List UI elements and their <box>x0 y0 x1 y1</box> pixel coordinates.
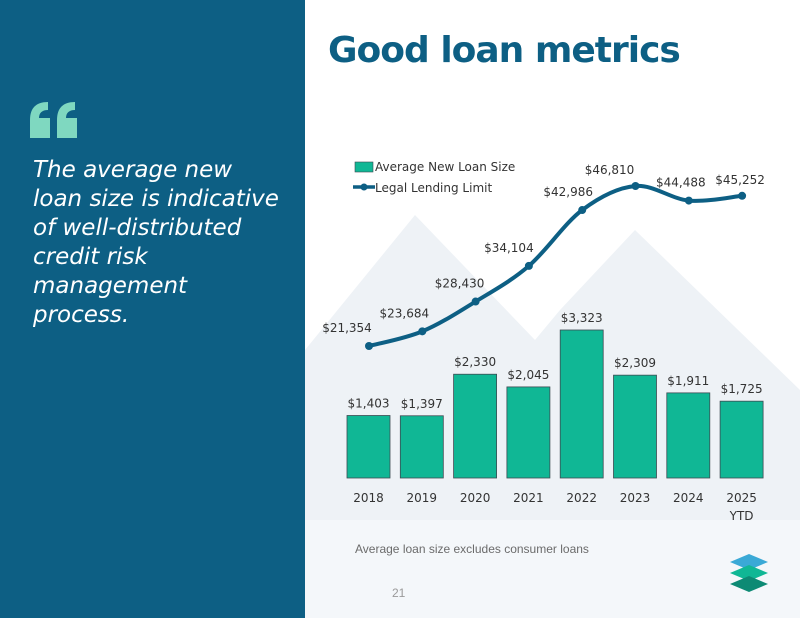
bar-label: $2,330 <box>454 355 496 369</box>
bar-label: $1,725 <box>721 382 763 396</box>
line-label: $23,684 <box>379 306 429 320</box>
line-point <box>738 191 747 200</box>
line-point <box>365 342 373 350</box>
line-label: $44,488 <box>656 176 706 190</box>
x-tick-label: 2020 <box>460 491 491 505</box>
line-label: $28,430 <box>435 277 485 291</box>
logo-icon <box>730 554 768 592</box>
legend-label-line: Legal Lending Limit <box>375 181 492 195</box>
bar-label: $2,309 <box>614 356 656 370</box>
line-label: $34,104 <box>484 241 534 255</box>
bar <box>506 386 551 479</box>
line-label: $46,810 <box>585 163 635 177</box>
bar <box>613 374 657 479</box>
bar <box>453 373 498 479</box>
bar-label: $2,045 <box>507 368 549 382</box>
bar-label: $3,323 <box>561 311 603 325</box>
x-tick-label: 2019 <box>407 491 438 505</box>
chart: $1,403 $1,397 $2,330 $2,045 $3,323 $2,309 $1,9… <box>322 160 765 523</box>
bar <box>666 392 711 479</box>
line-point <box>524 261 533 270</box>
bar <box>559 329 604 479</box>
x-tick-label: 2022 <box>566 491 597 505</box>
legend-marker-line <box>360 183 368 191</box>
line-label: $42,986 <box>543 185 593 199</box>
line-point <box>578 206 587 215</box>
line-point <box>471 297 480 306</box>
legend-swatch-bars <box>354 161 374 173</box>
line-point <box>684 196 693 205</box>
bar <box>719 400 764 479</box>
series-line-legal-lending-limit <box>367 183 745 348</box>
bar <box>399 415 444 479</box>
footnote: Average loan size excludes consumer loan… <box>355 542 589 556</box>
bar-label: $1,403 <box>348 397 390 411</box>
bar <box>346 415 391 479</box>
line-point <box>631 182 640 190</box>
x-tick-label: 2018 <box>353 491 384 505</box>
x-tick-label: 2021 <box>513 491 544 505</box>
page-number: 21 <box>392 586 406 600</box>
x-tick-label: 2023 <box>620 491 651 505</box>
line-label: $45,252 <box>715 173 765 187</box>
bar-label: $1,911 <box>667 374 709 388</box>
quote-text: The average new loan size is indicative … <box>33 157 279 328</box>
x-tick-label: 2024 <box>673 491 704 505</box>
x-tick-label: 2025 <box>726 491 757 505</box>
quote-icon <box>30 102 77 138</box>
legend-label-bars: Average New Loan Size <box>375 160 515 174</box>
line-label: $21,354 <box>322 321 372 335</box>
x-tick-label: YTD <box>729 509 754 523</box>
bar-label: $1,397 <box>401 397 443 411</box>
line-point <box>418 327 427 336</box>
page-title: Good loan metrics <box>328 30 681 71</box>
left-panel: The average new loan size is indicative … <box>0 0 305 618</box>
